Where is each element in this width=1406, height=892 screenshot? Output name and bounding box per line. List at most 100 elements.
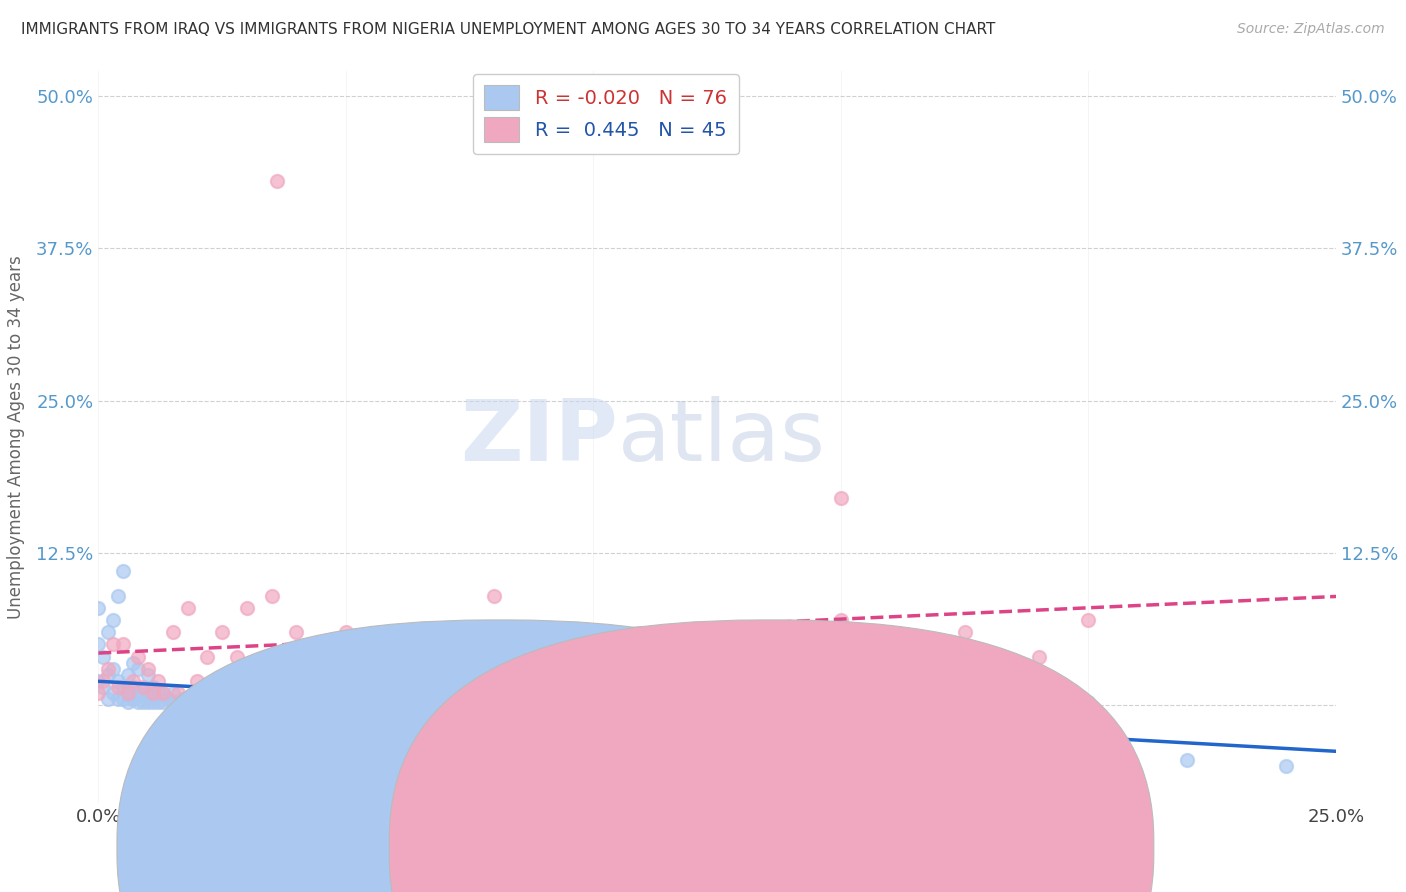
Point <box>953 625 976 640</box>
Point <box>276 695 298 709</box>
Point <box>360 695 382 709</box>
Point <box>631 695 654 709</box>
Point <box>631 662 654 676</box>
Point <box>152 686 174 700</box>
Point <box>136 695 159 709</box>
Point <box>162 695 184 709</box>
Point <box>226 649 249 664</box>
Point <box>285 695 308 709</box>
Point <box>127 695 149 709</box>
Point <box>107 692 129 706</box>
Point <box>266 174 288 188</box>
Point <box>142 680 165 694</box>
Point <box>384 695 406 709</box>
Point <box>309 662 332 676</box>
Point <box>236 686 259 700</box>
Point <box>217 695 239 709</box>
Point <box>195 695 218 709</box>
Point <box>117 686 139 700</box>
Point <box>112 692 135 706</box>
Point <box>780 695 803 709</box>
Point <box>1175 753 1198 767</box>
Point <box>162 686 184 700</box>
Point <box>186 673 208 688</box>
Point <box>484 589 506 603</box>
Point <box>201 695 224 709</box>
Point <box>879 625 901 640</box>
FancyBboxPatch shape <box>117 620 882 892</box>
Point <box>236 695 259 709</box>
Point <box>246 695 269 709</box>
Point <box>97 625 120 640</box>
Point <box>122 673 145 688</box>
Text: atlas: atlas <box>619 395 827 479</box>
Point <box>335 735 357 749</box>
Point <box>142 695 165 709</box>
Point <box>127 649 149 664</box>
Point <box>731 625 754 640</box>
Point <box>156 692 179 706</box>
Point <box>979 695 1001 709</box>
Point <box>136 667 159 681</box>
Point <box>1077 613 1099 627</box>
Point <box>433 625 456 640</box>
Point <box>122 692 145 706</box>
Point <box>132 683 155 698</box>
Y-axis label: Unemployment Among Ages 30 to 34 years: Unemployment Among Ages 30 to 34 years <box>7 255 25 619</box>
Point <box>117 683 139 698</box>
Point <box>285 625 308 640</box>
Point <box>211 625 233 640</box>
Point <box>191 695 214 709</box>
FancyBboxPatch shape <box>389 620 1154 892</box>
Point <box>780 649 803 664</box>
Point <box>360 662 382 676</box>
Point <box>87 673 110 688</box>
Text: Immigrants from Iraq: Immigrants from Iraq <box>519 838 711 855</box>
Point <box>97 662 120 676</box>
Point <box>1028 649 1050 664</box>
Point <box>533 695 555 709</box>
Point <box>122 656 145 670</box>
Text: ZIP: ZIP <box>460 395 619 479</box>
Point <box>97 692 120 706</box>
Point <box>87 686 110 700</box>
Point <box>103 637 125 651</box>
Point <box>1275 759 1298 773</box>
Point <box>176 695 198 709</box>
Point <box>103 613 125 627</box>
Point <box>681 695 703 709</box>
Point <box>93 680 115 694</box>
Point <box>127 662 149 676</box>
Point <box>176 600 198 615</box>
Point <box>1077 695 1099 709</box>
Point <box>117 667 139 681</box>
Point <box>152 695 174 709</box>
Point <box>142 686 165 700</box>
Point <box>484 695 506 709</box>
Point <box>152 686 174 700</box>
Point <box>166 686 188 700</box>
Point <box>132 695 155 709</box>
Point <box>93 673 115 688</box>
Point <box>87 600 110 615</box>
Point <box>146 683 169 698</box>
Point <box>582 695 605 709</box>
Point <box>260 695 283 709</box>
Point <box>533 649 555 664</box>
Point <box>107 589 129 603</box>
Point <box>112 680 135 694</box>
Point <box>146 673 169 688</box>
Point <box>681 637 703 651</box>
Point <box>335 625 357 640</box>
Point <box>162 625 184 640</box>
Point <box>181 695 204 709</box>
Point <box>582 747 605 761</box>
Point <box>226 695 249 709</box>
Point <box>409 695 432 709</box>
Point <box>166 695 188 709</box>
Point <box>236 600 259 615</box>
Point <box>309 695 332 709</box>
Point <box>97 667 120 681</box>
Point <box>335 695 357 709</box>
Point <box>103 686 125 700</box>
